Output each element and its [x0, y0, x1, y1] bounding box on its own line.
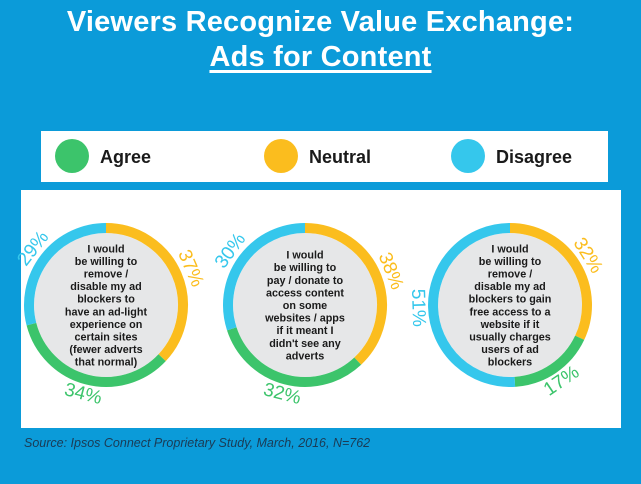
statement-line: website if it: [480, 319, 540, 331]
statement-line: didn't see any: [269, 338, 341, 350]
source-note: Source: Ipsos Connect Proprietary Study,…: [24, 436, 371, 450]
legend-panel: [41, 131, 608, 182]
statement-line: I would: [491, 243, 528, 255]
donut-slice-neutral: [304, 223, 387, 365]
donuts: 37%34%29% I would be willing to remove / dis…: [13, 223, 607, 409]
donut-slice-neutral: [509, 223, 592, 340]
title-line-1: Viewers Recognize Value Exchange:: [66, 6, 575, 38]
statement-line: that normal): [75, 357, 138, 369]
donut-slice-disagree: [428, 223, 516, 387]
statement-line: be willing to: [479, 256, 542, 268]
statement-line: certain sites: [74, 332, 137, 344]
donut-chart-3: 32%17%51%I would be willing to remove / dis…: [407, 223, 607, 400]
donut-statement: I would be willing to pay / donate to acces…: [264, 250, 345, 363]
statement-line: I would: [286, 250, 323, 262]
donut-slice-disagree: [223, 223, 306, 331]
statement-line: adverts: [286, 350, 324, 362]
statement-line: users of ad: [481, 344, 539, 356]
legend: Agree Neutral Disagree: [55, 139, 572, 173]
statement-line: remove /: [84, 269, 128, 281]
title-line-2: Ads for Content: [209, 41, 432, 73]
legend-label-neutral: Neutral: [309, 147, 371, 167]
donut-slice-disagree: [24, 223, 107, 326]
donut-center: [34, 233, 178, 377]
legend-swatch-neutral: [264, 139, 298, 173]
statement-line: be willing to: [75, 256, 138, 268]
statement-line: access content: [266, 287, 344, 299]
donut-slice-agree: [514, 335, 585, 387]
donut-chart-2: 38%32%30% I would be willing to pay / donat…: [211, 223, 407, 409]
statement-line: blockers to gain: [469, 294, 552, 306]
statement-line: on some: [283, 300, 327, 312]
donut-slice-agree: [227, 327, 362, 387]
legend-label-agree: Agree: [100, 147, 151, 167]
statement-line: be willing to: [274, 262, 337, 274]
donut-statement: I would be willing to remove / disable my a…: [469, 243, 552, 368]
data-label-disagree: 51%: [407, 289, 429, 328]
legend-swatch-agree: [55, 139, 89, 173]
statement-line: I would: [87, 243, 124, 255]
statement-line: experience on: [70, 319, 143, 331]
donut-center: [233, 233, 377, 377]
statement-line: pay / donate to: [267, 275, 344, 287]
statement-line: websites / apps: [264, 313, 345, 325]
legend-label-disagree: Disagree: [496, 147, 572, 167]
donut-slice-agree: [26, 322, 166, 387]
statement-line: (fewer adverts: [69, 344, 142, 356]
legend-swatch-disagree: [451, 139, 485, 173]
donut-statement: I would be willing to remove / disable my a…: [65, 243, 148, 368]
statement-line: if it meant I: [277, 325, 334, 337]
statement-line: usually charges: [469, 332, 551, 344]
statement-line: free access to a: [469, 306, 551, 318]
donut-center: [438, 233, 582, 377]
statement-line: remove /: [488, 269, 532, 281]
statement-line: blockers: [488, 357, 532, 369]
statement-line: have an ad-light: [65, 306, 148, 318]
statement-line: disable my ad: [70, 281, 141, 293]
donut-slice-neutral: [105, 223, 188, 362]
statement-line: blockers to: [77, 294, 135, 306]
statement-line: disable my ad: [474, 281, 545, 293]
donut-chart-1: 37%34%29% I would be willing to remove / dis…: [13, 223, 208, 409]
